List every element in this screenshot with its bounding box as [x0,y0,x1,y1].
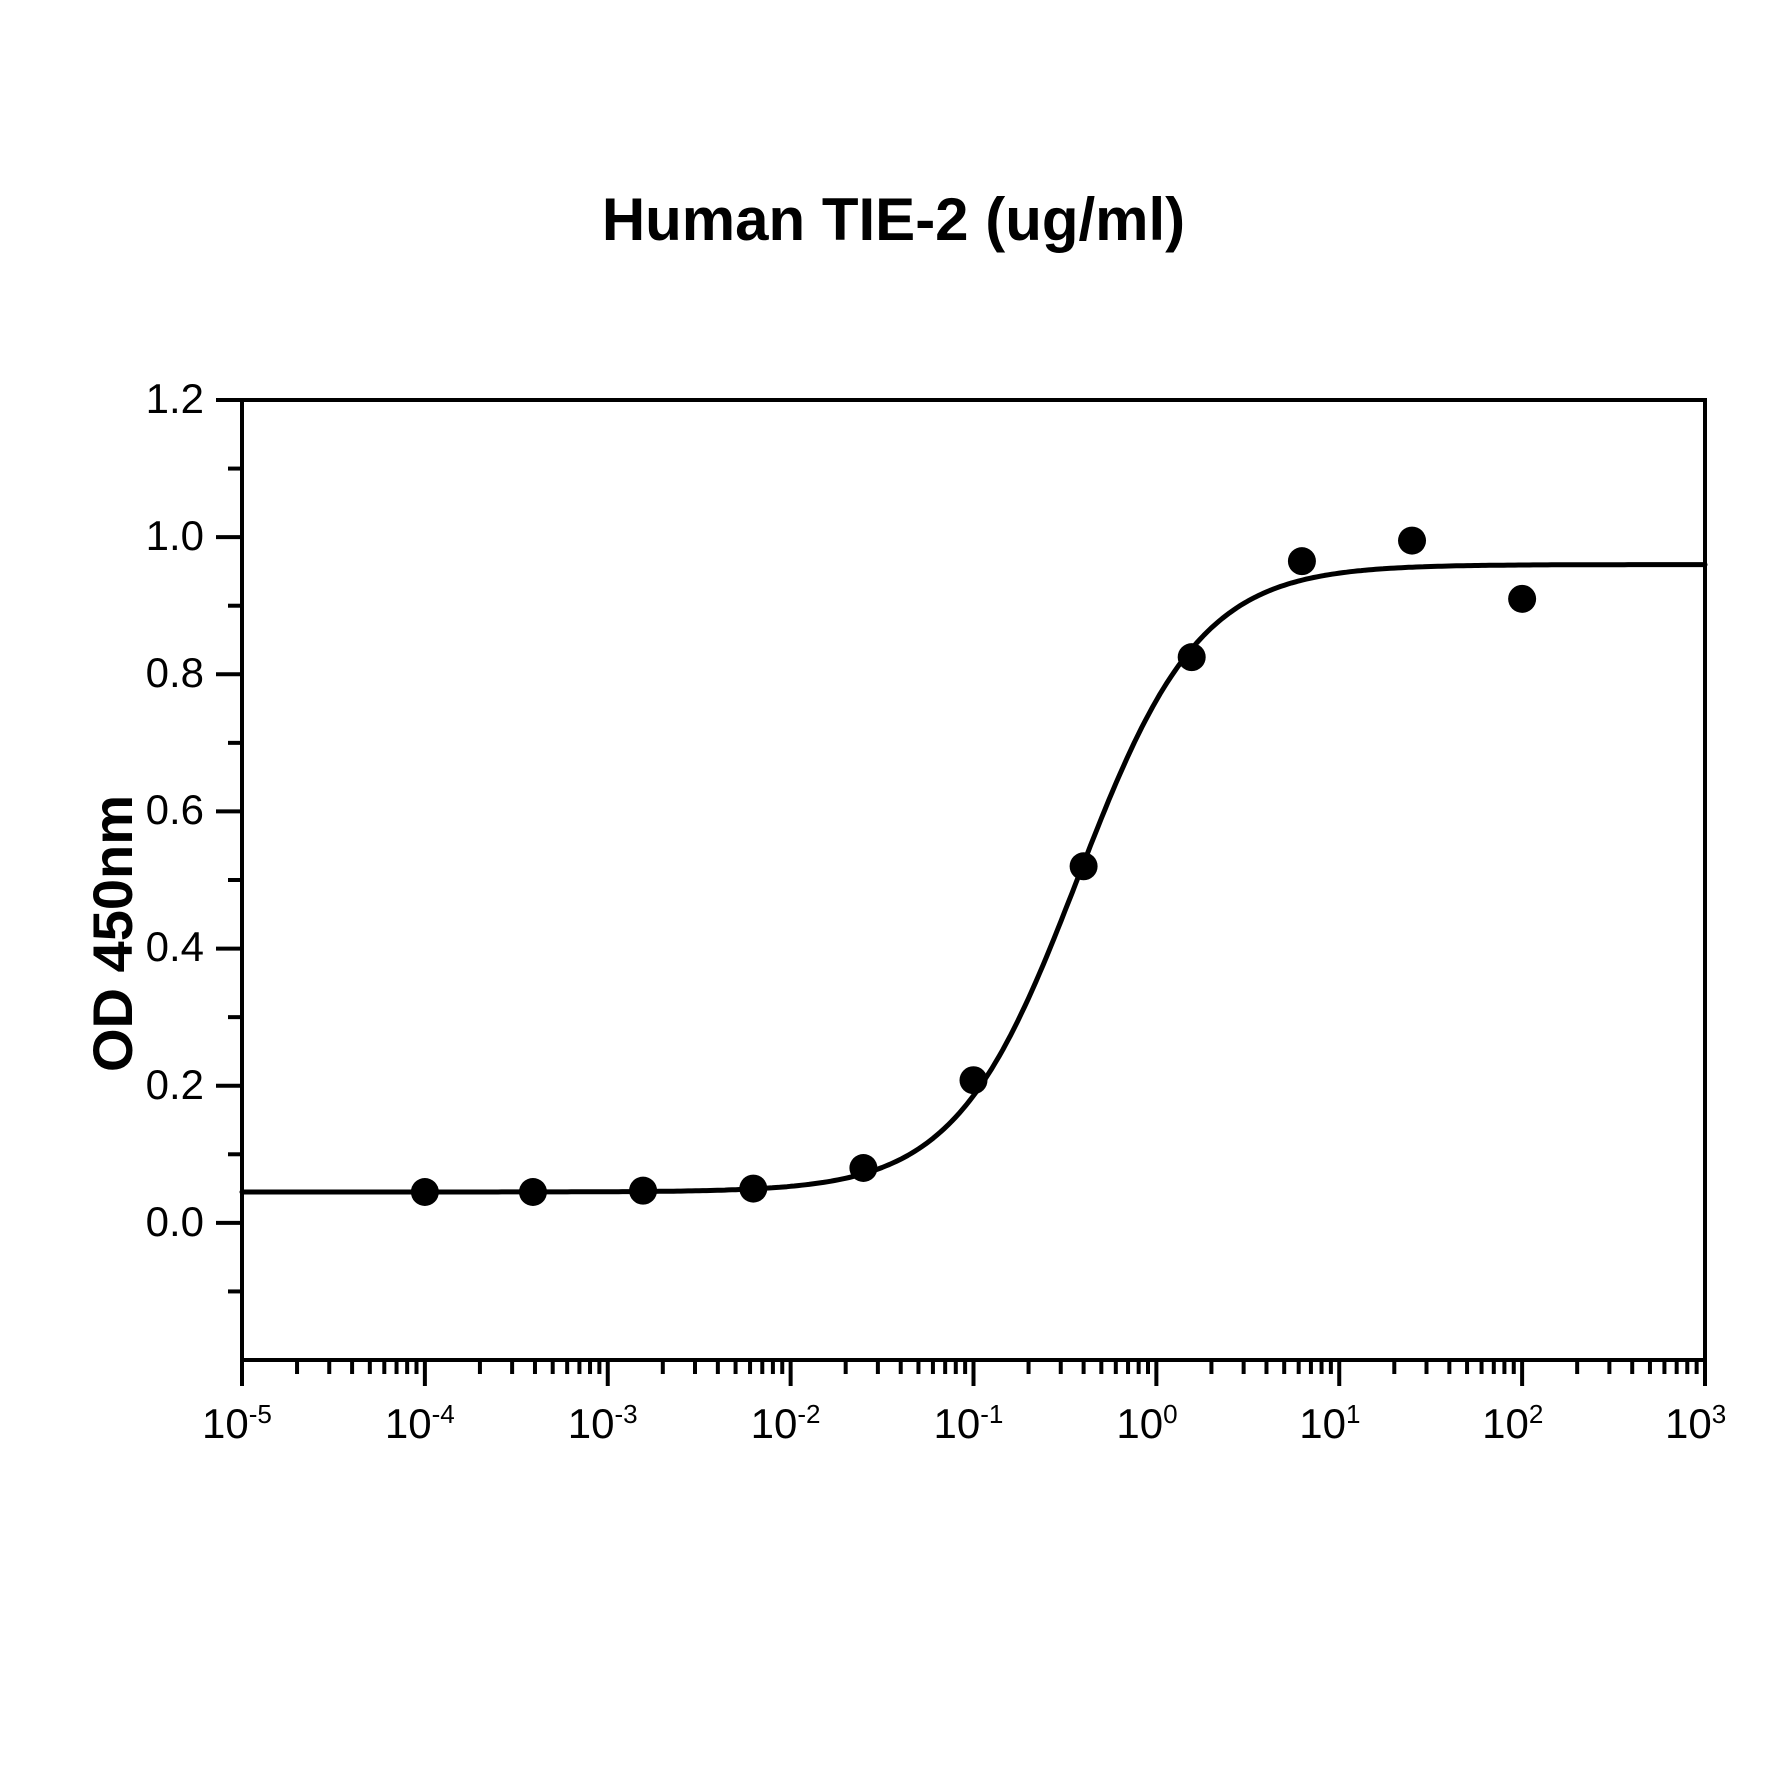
x-tick-label: 10-3 [568,1400,638,1448]
x-tick-label: 10-5 [202,1400,272,1448]
y-tick-label: 0.8 [146,649,204,697]
y-tick-label: 0.0 [146,1198,204,1246]
y-tick-label: 0.2 [146,1061,204,1109]
y-tick-label: 1.0 [146,512,204,560]
x-tick-label: 10-1 [934,1400,1004,1448]
y-tick-label: 1.2 [146,375,204,423]
x-tick-label: 10-2 [751,1400,821,1448]
y-tick-label: 0.4 [146,923,204,971]
x-tick-label: 10-4 [385,1400,455,1448]
x-tick-label: 103 [1665,1400,1726,1448]
y-tick-label: 0.6 [146,786,204,834]
x-tick-label: 100 [1116,1400,1177,1448]
x-tick-label: 102 [1482,1400,1543,1448]
chart-plot-area [0,0,1787,1788]
x-tick-label: 101 [1299,1400,1360,1448]
chart-container: Human TIE-2 (ug/ml) OD 450nm 0.00.20.40.… [0,0,1787,1788]
